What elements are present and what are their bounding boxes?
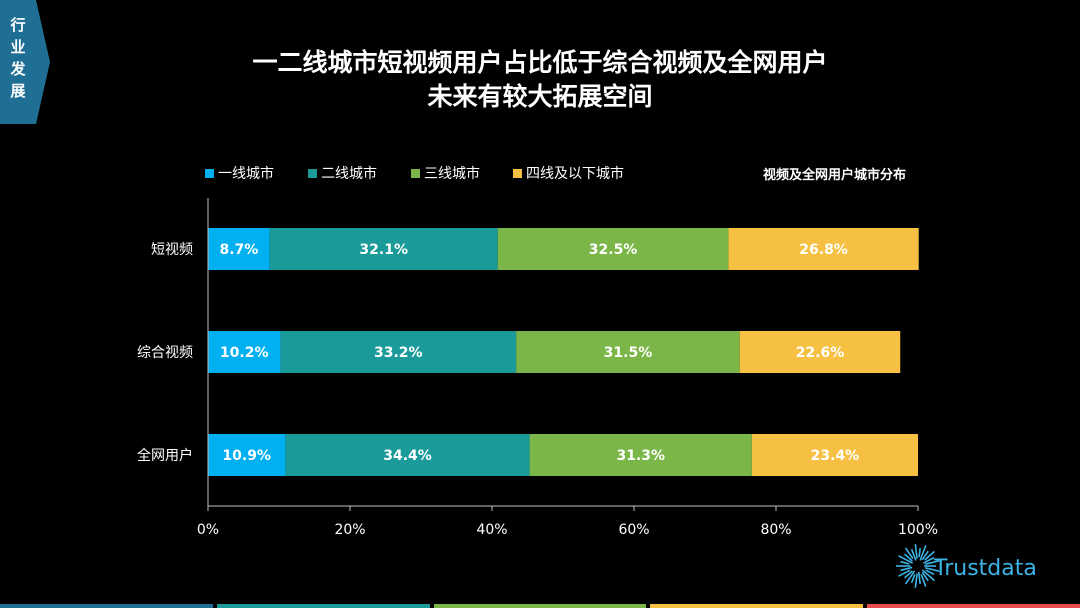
x-tick-label: 60% (618, 522, 649, 538)
starburst-ray (903, 553, 913, 562)
starburst-ray (910, 548, 917, 561)
starburst-ray (921, 569, 935, 582)
bottom-strip-segment (650, 604, 864, 608)
starburst-ray (914, 544, 918, 559)
starburst-ray (917, 571, 921, 584)
starburst-ray (918, 548, 921, 558)
bar-segment (529, 434, 752, 476)
legend-swatch (513, 169, 522, 178)
title-line-1: 一二线城市短视频用户占比低于综合视频及全网用户 (252, 48, 828, 77)
starburst-ray (921, 571, 929, 582)
logo-text: Trustdata (934, 556, 1037, 581)
trustdata-logo (896, 544, 940, 588)
bar-segment (285, 434, 530, 476)
chart-subtitle: 视频及全网用户城市分布 (763, 167, 906, 183)
starburst-ray (904, 570, 916, 585)
starburst-ray (924, 550, 935, 561)
legend-swatch (205, 169, 214, 178)
starburst-ray (925, 559, 940, 565)
bar-segment (208, 434, 286, 476)
data-label: 8.7% (219, 242, 258, 258)
x-tick-label: 20% (334, 522, 365, 538)
category-label: 短视频 (151, 242, 193, 258)
legend-label: 三线城市 (424, 165, 480, 182)
bottom-strip-segment (216, 604, 430, 608)
legend-label: 一线城市 (218, 165, 274, 182)
bar-segment (269, 228, 498, 270)
page-title: 一二线城市短视频用户占比低于综合视频及全网用户 未来有较大拓展空间 (0, 46, 1080, 114)
data-label: 10.2% (220, 345, 269, 361)
starburst-ray (925, 567, 940, 573)
starburst-ray (900, 560, 910, 565)
x-tick-label: 80% (760, 522, 791, 538)
starburst-ray (925, 569, 935, 576)
bar-segment (739, 331, 901, 373)
data-label: 10.9% (222, 448, 271, 464)
x-tick-label: 100% (898, 522, 938, 538)
legend-label: 二线城市 (321, 165, 377, 182)
legend-swatch (308, 169, 317, 178)
bar-segment (751, 434, 918, 476)
starburst-ray (904, 547, 914, 560)
data-label: 32.5% (589, 242, 638, 258)
data-label: 31.5% (604, 345, 653, 361)
bar-segment (497, 228, 729, 270)
category-label: 全网用户 (137, 447, 193, 464)
bar-segment (280, 331, 517, 373)
data-label: 34.4% (383, 448, 432, 464)
starburst-ray (921, 550, 929, 561)
bar-segment (728, 228, 919, 270)
bottom-strip-segment (433, 604, 647, 608)
data-label: 22.6% (796, 345, 845, 361)
bar-segment (208, 331, 281, 373)
starburst-ray (898, 555, 914, 564)
side-section-tab: 行业发展 (0, 0, 50, 124)
side-tab-notch (36, 0, 50, 124)
starburst-ray (903, 570, 913, 579)
starburst-ray (900, 566, 913, 572)
starburst-ray (922, 556, 935, 564)
category-label: 综合视频 (137, 345, 193, 361)
side-tab-label: 行业发展 (10, 16, 26, 100)
data-label: 26.8% (799, 242, 848, 258)
data-label: 32.1% (359, 242, 408, 258)
starburst-ray (910, 574, 916, 584)
starburst-ray (914, 573, 918, 588)
x-tick-label: 0% (197, 522, 219, 538)
data-label: 23.4% (811, 448, 860, 464)
starburst-ray (898, 569, 911, 577)
bar-segment (208, 228, 270, 270)
legend-swatch (411, 169, 420, 178)
data-label: 31.3% (616, 448, 665, 464)
starburst-ray (919, 545, 927, 561)
bottom-strip-segment (0, 604, 213, 608)
bar-segment (516, 331, 740, 373)
starburst-ray (920, 574, 927, 587)
data-label: 33.2% (374, 345, 423, 361)
legend-label: 四线及以下城市 (526, 165, 624, 182)
bottom-color-strip (0, 604, 1080, 608)
title-line-2: 未来有较大拓展空间 (427, 82, 653, 111)
bottom-strip-segment (867, 604, 1080, 608)
starburst-icon (896, 544, 940, 588)
x-tick-label: 40% (476, 522, 507, 538)
